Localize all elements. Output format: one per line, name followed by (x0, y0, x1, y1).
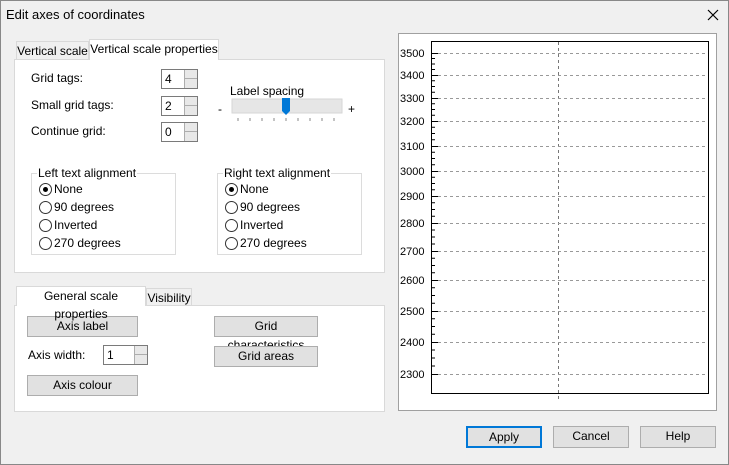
dialog-button[interactable]: Help (640, 426, 716, 448)
radio-button[interactable] (225, 219, 238, 232)
radio-label: Inverted (240, 218, 284, 232)
radio-label: None (240, 182, 269, 196)
y-tick-label: 2400 (400, 337, 424, 349)
tab[interactable]: Vertical scale properties (89, 39, 219, 60)
radio-button[interactable] (39, 183, 52, 196)
slider-min: - (218, 102, 222, 116)
y-tick-label: 2500 (400, 306, 424, 318)
y-tick-label: 3200 (400, 116, 424, 128)
grid-characteristics-button[interactable]: Grid characteristics (214, 316, 318, 352)
setting-spinner[interactable]: 0 (161, 122, 198, 142)
radio-button[interactable] (225, 237, 238, 250)
slider-label: Label spacing (230, 84, 305, 98)
grid-areas-button[interactable]: Grid areas (214, 346, 318, 367)
setting-label: Continue grid: (31, 124, 106, 138)
setting-spinner[interactable]: 4 (161, 69, 198, 89)
radio-button[interactable] (225, 201, 238, 214)
y-tick-label: 2900 (400, 191, 424, 203)
radio-label: None (54, 182, 83, 196)
tab[interactable]: General scale properties (16, 286, 146, 321)
axis-width-spinner[interactable]: 1 (103, 345, 148, 365)
axis-label-button[interactable]: Axis label (27, 316, 138, 337)
radio-button[interactable] (225, 183, 238, 196)
radio-button[interactable] (39, 219, 52, 232)
y-tick-label: 3000 (400, 166, 424, 178)
tab[interactable]: Vertical scale (16, 41, 89, 59)
group-title: Right text alignment (223, 166, 332, 180)
radio-button[interactable] (39, 201, 52, 214)
slider-max: + (348, 102, 356, 116)
setting-label: Small grid tags: (31, 97, 114, 112)
y-tick-label: 3100 (400, 141, 424, 153)
y-tick-label: 2600 (400, 275, 424, 287)
radio-label: 270 degrees (240, 236, 307, 250)
window-title: Edit axes of coordinates (6, 7, 145, 22)
axis-colour-button[interactable]: Axis colour (27, 375, 138, 396)
y-tick-label: 3500 (400, 48, 424, 60)
y-tick-label: 2800 (400, 218, 424, 230)
radio-label: 90 degrees (54, 200, 115, 214)
tab[interactable]: Visibility (146, 288, 192, 305)
setting-spinner[interactable]: 2 (161, 95, 198, 116)
radio-button[interactable] (39, 237, 52, 250)
radio-label: 270 degrees (54, 236, 121, 250)
y-tick-label: 2700 (400, 246, 424, 258)
y-tick-label: 3400 (400, 70, 424, 82)
axis-preview: 3500 3400 3300 3200 3100 3000 2900 2800 2700 2600… (398, 33, 717, 411)
dialog-button[interactable]: Cancel (553, 426, 629, 448)
dialog-button[interactable]: Apply (466, 426, 542, 448)
radio-label: Inverted (54, 218, 98, 232)
axis-width-label: Axis width: (28, 348, 86, 362)
radio-label: 90 degrees (240, 200, 301, 214)
slider[interactable] (231, 97, 345, 123)
y-tick-label: 3300 (400, 93, 424, 105)
setting-label: Grid tags: (31, 71, 84, 85)
group-title: Left text alignment (37, 166, 138, 180)
y-tick-label: 2300 (400, 369, 424, 381)
close-button[interactable] (705, 7, 721, 23)
